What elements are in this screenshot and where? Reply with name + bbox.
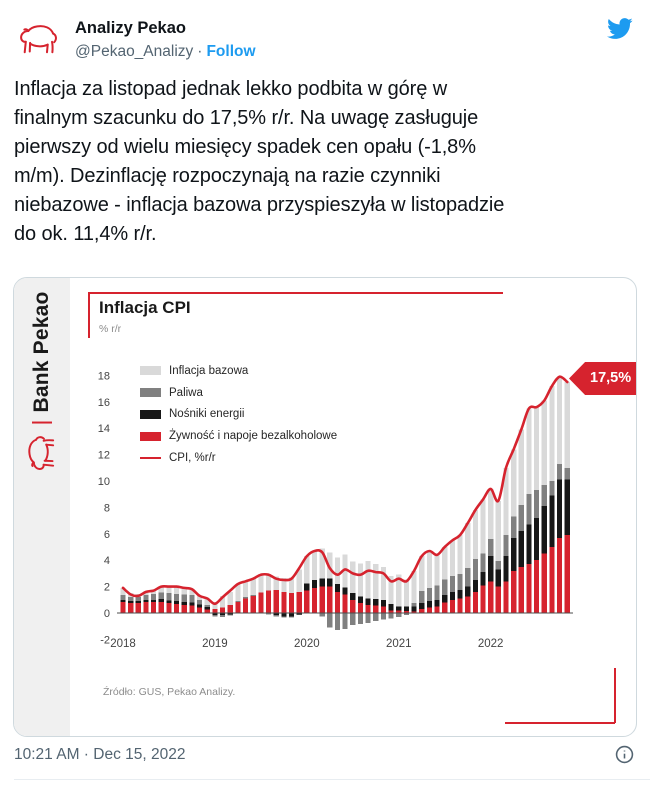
info-icon[interactable]: [615, 745, 634, 764]
tweet-header: Analizy Pekao @Pekao_Analizy · Follow: [0, 0, 650, 64]
follow-button[interactable]: Follow: [206, 43, 256, 60]
svg-text:2022: 2022: [478, 638, 504, 650]
cpi-callout-badge: 17,5%: [569, 362, 636, 395]
legend-item: Paliwa: [140, 382, 337, 404]
legend-label: Żywność i napoje bezalkoholowe: [169, 430, 338, 443]
legend-label: Nośniki energii: [169, 408, 245, 421]
legend-label: CPI, %r/r: [169, 452, 216, 465]
bottom-divider: [14, 779, 650, 780]
legend-item: Nośniki energii: [140, 404, 337, 426]
svg-text:0: 0: [104, 608, 110, 620]
svg-text:12: 12: [98, 450, 110, 462]
legend-swatch: [140, 366, 161, 376]
legend-label: Paliwa: [169, 386, 203, 399]
chart-unit-label: % r/r: [99, 323, 122, 335]
author-name[interactable]: Analizy Pekao: [75, 19, 186, 37]
author-handle[interactable]: @Pekao_Analizy: [75, 43, 194, 60]
svg-text:16: 16: [98, 397, 110, 409]
brand-name: Bank Pekao: [30, 291, 53, 413]
brand-divider: [32, 421, 52, 424]
author-block: Analizy Pekao @Pekao_Analizy · Follow: [75, 16, 256, 62]
legend-item: Inflacja bazowa: [140, 360, 337, 382]
chart-zone: Inflacja CPI % r/r -2 0 2 4 6 8 10 12 14 16 18 2018…: [70, 278, 636, 736]
title-rule-top: [88, 292, 503, 294]
corner-accent-horizontal: [505, 722, 615, 724]
cpi-stacked-chart: -2 0 2 4 6 8 10 12 14 16 18 2018 2019 2020 2021 2022: [98, 370, 573, 650]
legend-item: Żywność i napoje bezalkoholowe: [140, 425, 337, 447]
legend-swatch: [140, 409, 161, 419]
twitter-bird-icon[interactable]: [606, 15, 633, 42]
title-rule-left: [88, 292, 90, 338]
svg-text:2020: 2020: [294, 638, 320, 650]
chart-title: Inflacja CPI: [99, 298, 191, 317]
timestamp[interactable]: 10:21 AM · Dec 15, 2022: [14, 745, 186, 763]
pekao-bison-icon: [28, 436, 55, 470]
dot-separator: ·: [197, 43, 203, 60]
source-note: Źródło: GUS, Pekao Analizy.: [103, 686, 236, 698]
svg-text:18: 18: [98, 370, 110, 382]
svg-text:2: 2: [104, 582, 110, 594]
legend-label: Inflacja bazowa: [169, 364, 249, 377]
chart-legend: Inflacja bazowa Paliwa Nośniki energii Żywn…: [140, 360, 337, 469]
footer-row: 10:21 AM · Dec 15, 2022: [0, 745, 650, 764]
svg-text:8: 8: [104, 502, 110, 514]
corner-accent-vertical: [614, 668, 616, 723]
brand-rail: Bank Pekao: [14, 278, 70, 736]
legend-swatch: [140, 388, 161, 398]
legend-swatch: [140, 431, 161, 441]
pekao-bison-icon: [20, 25, 57, 54]
svg-text:10: 10: [98, 476, 110, 488]
svg-text:2021: 2021: [386, 638, 412, 650]
svg-text:2018: 2018: [110, 638, 136, 650]
svg-text:14: 14: [98, 423, 110, 435]
author-subline: @Pekao_Analizy · Follow: [75, 41, 256, 62]
legend-item: CPI, %r/r: [140, 447, 337, 469]
svg-text:-2: -2: [100, 634, 110, 646]
legend-swatch: [140, 456, 161, 460]
tweet-body: Inflacja za listopad jednak lekko podbit…: [14, 78, 505, 245]
avatar[interactable]: [14, 16, 62, 64]
svg-text:2019: 2019: [202, 638, 228, 650]
tweet-media-card[interactable]: Bank Pekao Inflacja CPI % r/r -2 0 2 4 6 8 10 1…: [13, 277, 637, 737]
svg-text:6: 6: [104, 529, 110, 541]
svg-text:4: 4: [104, 555, 110, 567]
